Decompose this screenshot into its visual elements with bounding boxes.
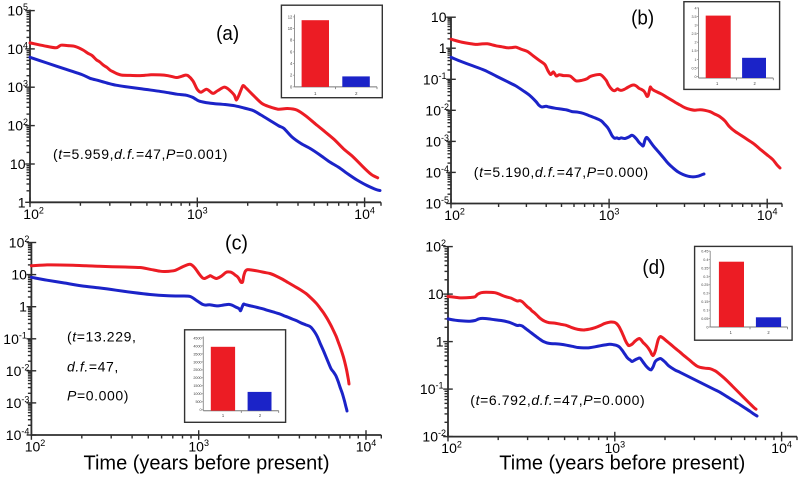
- svg-text:0.25: 0.25: [701, 283, 708, 287]
- svg-text:104: 104: [356, 438, 377, 455]
- svg-text:(t=6.792,d.f.=47,P=0.000): (t=6.792,d.f.=47,P=0.000): [470, 392, 645, 408]
- svg-text:Time (years before present): Time (years before present): [499, 453, 745, 475]
- svg-text:103: 103: [599, 207, 620, 224]
- svg-text:102: 102: [7, 117, 28, 134]
- svg-text:(b): (b): [631, 6, 654, 29]
- svg-text:102: 102: [441, 440, 462, 457]
- svg-text:103: 103: [188, 438, 209, 455]
- svg-text:(t=5.190,d.f.=47,P=0.000): (t=5.190,d.f.=47,P=0.000): [474, 164, 649, 180]
- svg-text:2: 2: [695, 41, 697, 45]
- svg-text:10: 10: [10, 156, 26, 172]
- svg-text:1: 1: [716, 81, 719, 86]
- svg-text:0.05: 0.05: [701, 317, 708, 321]
- svg-text:0.3: 0.3: [703, 275, 708, 279]
- svg-text:(d): (d): [642, 256, 665, 279]
- svg-text:P=0.000): P=0.000): [67, 387, 129, 403]
- svg-text:6: 6: [290, 49, 293, 54]
- svg-text:1.5: 1.5: [691, 49, 696, 53]
- svg-text:(a): (a): [216, 22, 239, 45]
- svg-text:1: 1: [695, 58, 697, 62]
- svg-text:1: 1: [436, 334, 444, 350]
- svg-text:1: 1: [439, 40, 447, 56]
- svg-text:103: 103: [605, 440, 626, 457]
- svg-text:2: 2: [259, 413, 262, 418]
- svg-text:0: 0: [706, 325, 708, 329]
- svg-text:104: 104: [771, 440, 792, 457]
- svg-text:104: 104: [354, 205, 375, 222]
- svg-text:0.4: 0.4: [703, 258, 708, 262]
- svg-text:2000: 2000: [193, 376, 201, 380]
- svg-text:0.2: 0.2: [703, 292, 708, 296]
- svg-text:Time (years before present): Time (years before present): [84, 453, 330, 475]
- svg-text:105: 105: [7, 2, 28, 19]
- svg-text:1: 1: [222, 413, 225, 418]
- svg-text:10: 10: [11, 267, 27, 283]
- svg-text:3.5: 3.5: [691, 15, 696, 19]
- svg-text:2.5: 2.5: [691, 32, 696, 36]
- svg-text:0.35: 0.35: [701, 266, 708, 270]
- svg-text:4: 4: [290, 61, 293, 66]
- svg-text:1: 1: [314, 91, 317, 96]
- svg-text:1: 1: [19, 299, 27, 315]
- svg-text:0.45: 0.45: [701, 249, 708, 253]
- svg-text:8: 8: [290, 38, 293, 43]
- svg-text:103: 103: [187, 205, 208, 222]
- svg-text:2: 2: [355, 91, 358, 96]
- svg-text:1: 1: [730, 330, 733, 335]
- svg-text:3500: 3500: [193, 352, 201, 356]
- svg-text:2500: 2500: [193, 368, 201, 372]
- svg-text:4: 4: [695, 6, 697, 10]
- svg-text:3000: 3000: [193, 360, 201, 364]
- svg-text:104: 104: [7, 40, 28, 57]
- svg-text:103: 103: [7, 79, 28, 96]
- svg-text:102: 102: [23, 205, 44, 222]
- svg-text:(c): (c): [225, 232, 248, 255]
- svg-text:102: 102: [9, 234, 30, 251]
- svg-text:0.5: 0.5: [691, 66, 696, 70]
- svg-text:10: 10: [428, 286, 444, 302]
- svg-text:1500: 1500: [193, 384, 201, 388]
- svg-text:0.1: 0.1: [703, 309, 708, 313]
- svg-text:104: 104: [757, 207, 778, 224]
- svg-text:1: 1: [18, 194, 26, 210]
- svg-text:102: 102: [425, 238, 446, 255]
- svg-text:102: 102: [444, 207, 465, 224]
- svg-text:4500: 4500: [193, 336, 201, 340]
- svg-text:2: 2: [753, 81, 756, 86]
- svg-text:(t=13.229,: (t=13.229,: [67, 329, 136, 345]
- svg-text:0: 0: [290, 84, 293, 89]
- svg-text:d.f.=47,: d.f.=47,: [67, 358, 119, 374]
- svg-text:2: 2: [767, 330, 770, 335]
- svg-text:3: 3: [695, 24, 697, 28]
- svg-text:(t=5.959,d.f.=47,P=0.001): (t=5.959,d.f.=47,P=0.001): [53, 146, 228, 162]
- svg-text:500: 500: [195, 400, 201, 404]
- svg-text:4000: 4000: [193, 344, 201, 348]
- svg-text:10: 10: [431, 9, 447, 25]
- svg-text:0: 0: [695, 75, 697, 79]
- svg-text:0: 0: [200, 408, 202, 412]
- svg-text:1000: 1000: [193, 392, 201, 396]
- svg-text:12: 12: [288, 14, 293, 19]
- svg-text:10: 10: [288, 26, 293, 31]
- svg-text:102: 102: [25, 438, 46, 455]
- svg-text:0.15: 0.15: [701, 300, 708, 304]
- svg-text:2: 2: [290, 73, 293, 78]
